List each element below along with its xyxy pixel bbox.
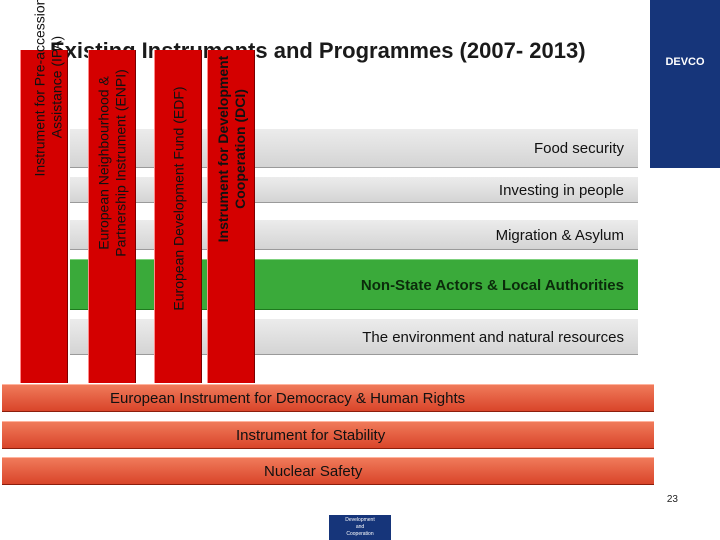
- instrument-label-dci: Instrument for Development Cooperation (…: [215, 55, 248, 243]
- instrument-label-edf: European Development Fund (EDF): [170, 86, 187, 311]
- instrument-column-ipa: Instrument for Pre-accession Assistance …: [20, 0, 68, 383]
- bottom-bar-nuclear-safety: Nuclear Safety: [2, 457, 654, 485]
- brand-strip: [650, 0, 720, 168]
- instrument-label-ipa: Instrument for Pre-accession Assistance …: [31, 0, 65, 177]
- instrument-column-enpi: European Neighbourhood & Partnership Ins…: [88, 50, 136, 383]
- footer-logo-line2: and: [355, 524, 365, 530]
- footer-logo-line1: Development: [345, 517, 375, 523]
- page-title: Existing Instruments and Programmes (200…: [50, 38, 586, 63]
- instrument-column-edf: European Development Fund (EDF): [154, 50, 202, 383]
- instrument-column-dci: Instrument for Development Cooperation (…: [207, 50, 255, 383]
- bottom-bar-eidhr: European Instrument for Democracy & Huma…: [2, 384, 654, 412]
- footer-logo-line3: Cooperation: [346, 531, 374, 537]
- bottom-bar-stability: Instrument for Stability: [2, 421, 654, 449]
- page-number: 23: [666, 494, 678, 505]
- development-cooperation-logo: Development and Cooperation: [329, 515, 391, 540]
- devco-logo: DEVCO: [665, 56, 705, 68]
- instrument-label-enpi: European Neighbourhood & Partnership Ins…: [95, 69, 129, 257]
